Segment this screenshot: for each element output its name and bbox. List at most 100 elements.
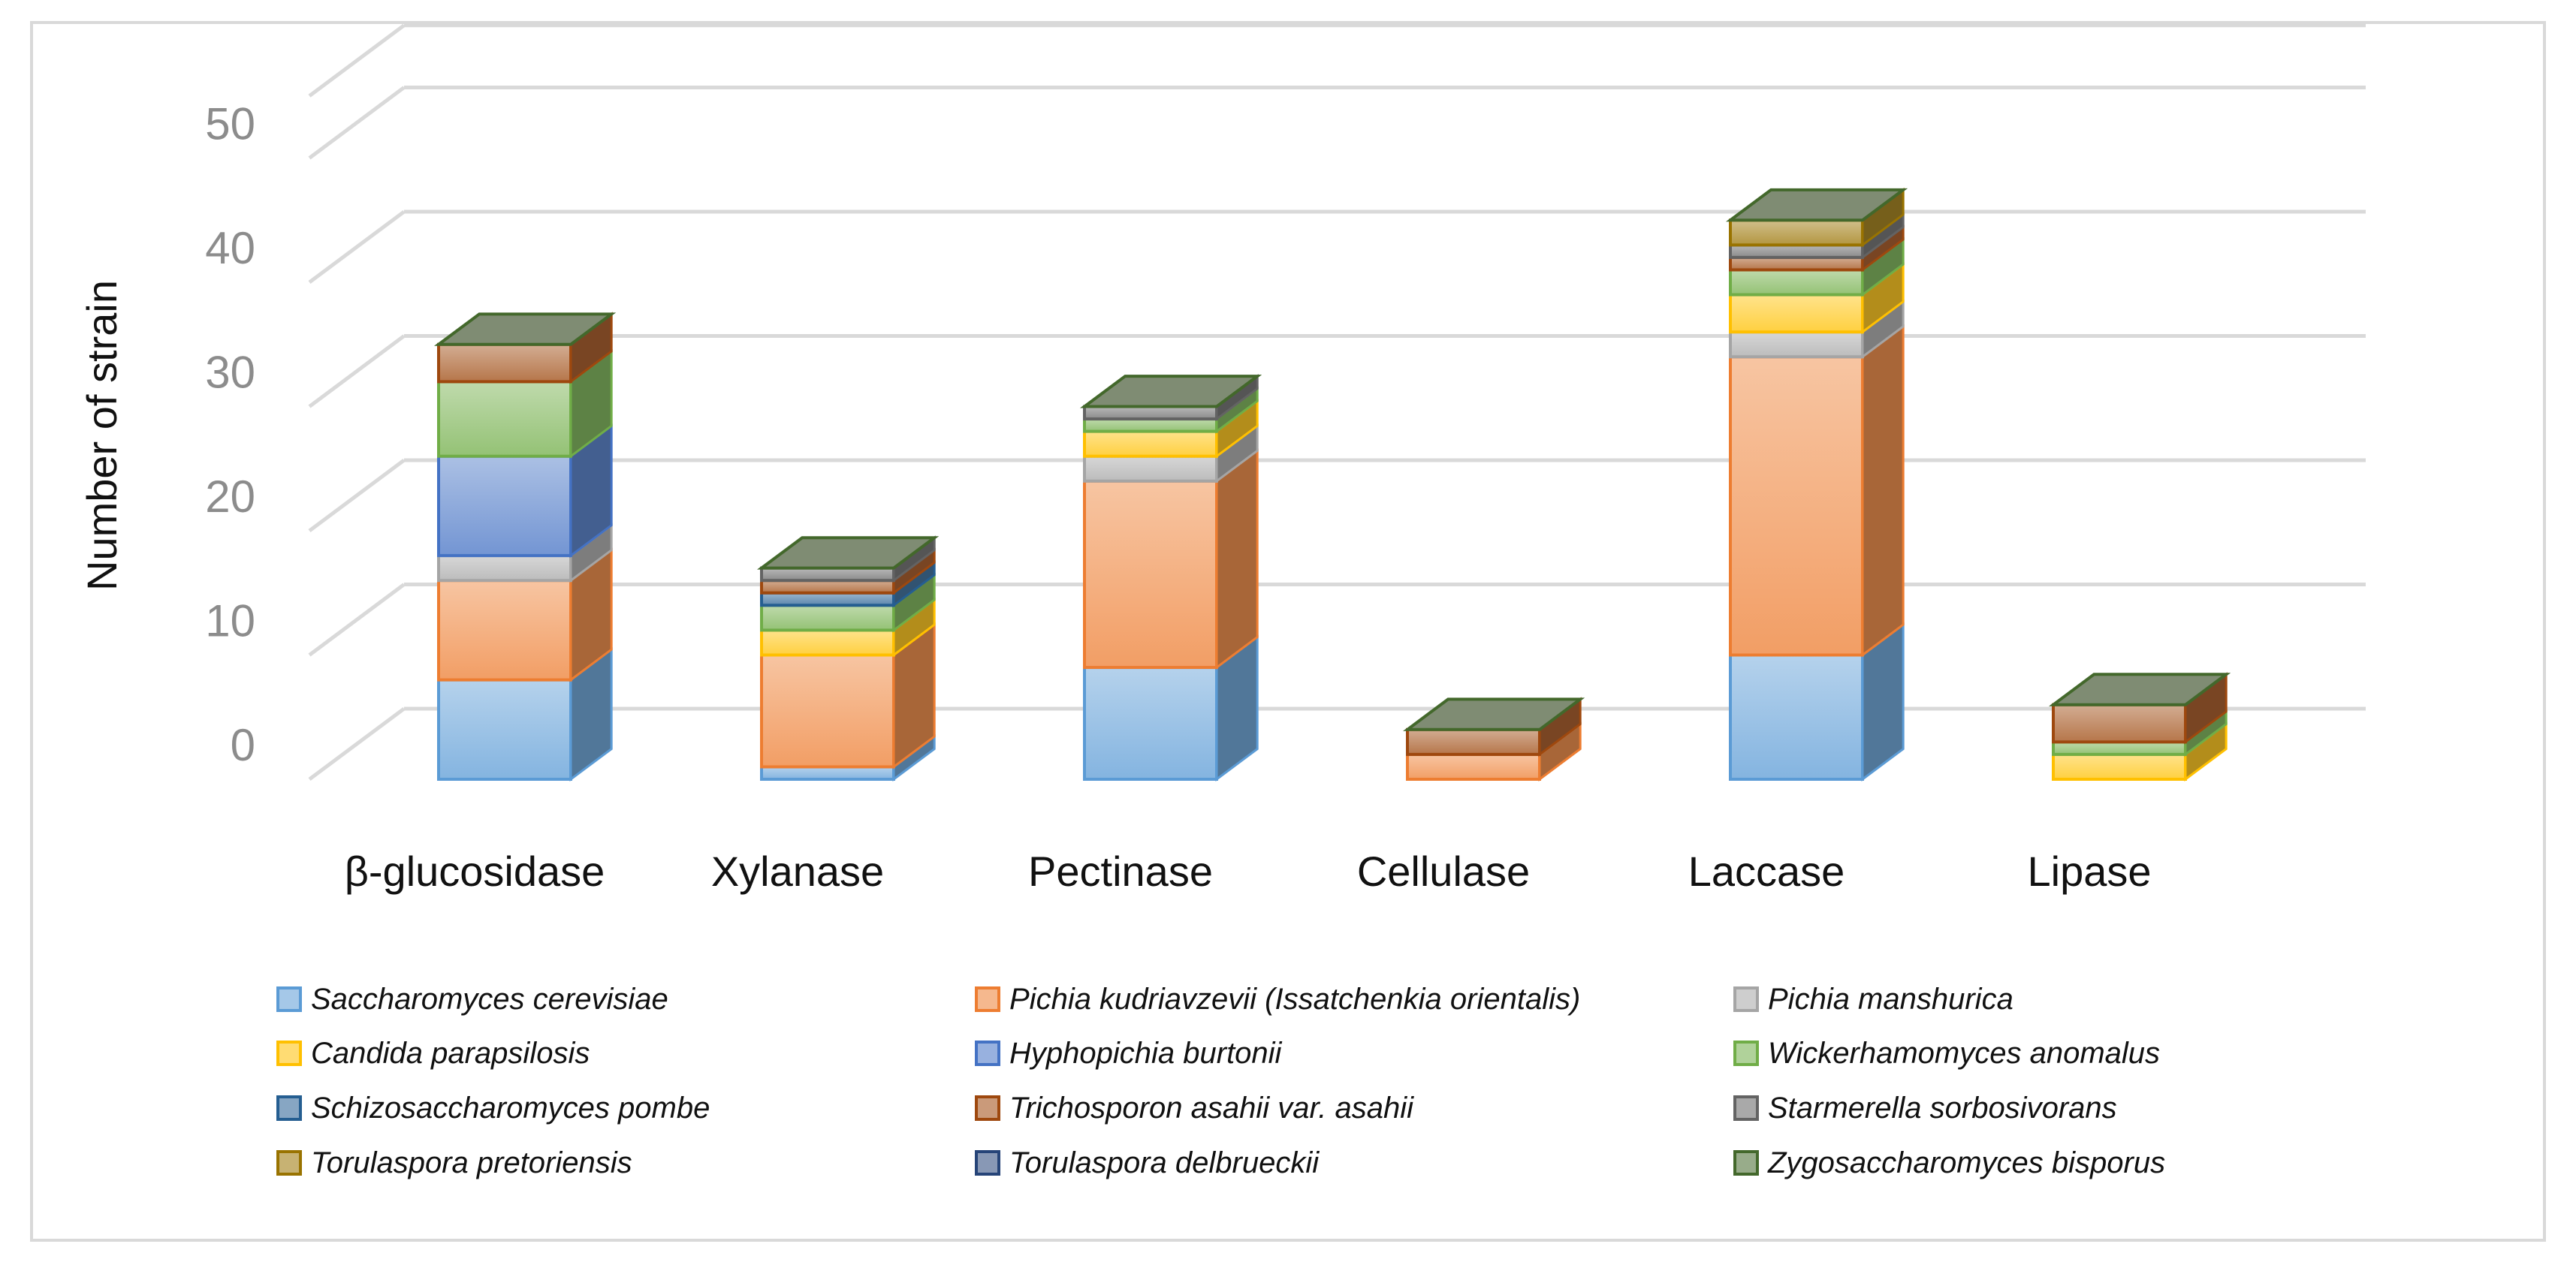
bar-segment-laccase-starmerella-sorbosivorans xyxy=(1729,243,1864,259)
bar-segment-pectinase-candida-parapsilosis xyxy=(1083,429,1218,458)
bar-segment-xylanase-schizosaccharomyces-pombe xyxy=(760,591,895,607)
y-tick-label: 40 xyxy=(205,223,255,273)
legend-swatch xyxy=(975,1095,1000,1121)
legend-item-hyphopichia-burtonii: Hyphopichia burtonii xyxy=(975,1037,1283,1070)
bar-top-pectinase xyxy=(1079,375,1262,408)
legend-swatch xyxy=(975,986,1000,1012)
bar-top-cellulase xyxy=(1402,697,1585,731)
legend-swatch xyxy=(975,1041,1000,1066)
bar-segment-glucosidase-hyphopichia-burtonii xyxy=(437,454,572,558)
legend-swatch xyxy=(1733,986,1759,1012)
bar-segment-xylanase-starmerella-sorbosivorans xyxy=(760,566,895,583)
legend-label: Torulaspora pretoriensis xyxy=(311,1146,632,1179)
bar-segment-pectinase-saccharomyces-cerevisiae xyxy=(1083,666,1218,781)
gridlines xyxy=(308,23,2366,782)
bar-segment-lipase-trichosporon-asahii-var-asahii xyxy=(2052,703,2187,744)
legend-swatch xyxy=(276,1150,302,1176)
bar-segment-pectinase-wickerhamomyces-anomalus xyxy=(1083,417,1218,433)
legend-swatch xyxy=(276,1041,302,1066)
gridline-depth xyxy=(308,86,406,160)
bar-segment-xylanase-wickerhamomyces-anomalus xyxy=(760,604,895,632)
legend-swatch xyxy=(276,986,302,1012)
bar-stack-pectinase xyxy=(1079,374,1262,782)
gridline-depth xyxy=(308,458,406,533)
bar-stack-lipase xyxy=(2048,672,2231,782)
legend-item-pichia-kudriavzevii-issatchenkia-orientalis: Pichia kudriavzevii (Issatchenkia orient… xyxy=(975,983,1580,1016)
bar-top-laccase xyxy=(1725,188,1908,222)
legend-swatch xyxy=(1733,1150,1759,1176)
bar-segment-glucosidase-wickerhamomyces-anomalus xyxy=(437,380,572,458)
bar-segment-laccase-wickerhamomyces-anomalus xyxy=(1729,268,1864,297)
bar-segment-laccase-trichosporon-asahii-var-asahii xyxy=(1729,255,1864,272)
legend-item-schizosaccharomyces-pombe: Schizosaccharomyces pombe xyxy=(276,1092,710,1125)
legend-label: Schizosaccharomyces pombe xyxy=(311,1092,710,1125)
bar-segment-xylanase-trichosporon-asahii-var-asahii xyxy=(760,579,895,595)
gridline-depth xyxy=(308,23,406,98)
bar-segment-lipase-wickerhamomyces-anomalus xyxy=(2052,740,2187,756)
bar-stack-glucosidase xyxy=(433,312,617,782)
x-category-label: Cellulase xyxy=(1357,848,1530,895)
bar-segment-xylanase-candida-parapsilosis xyxy=(760,628,895,657)
x-category-label: Xylanase xyxy=(711,848,884,895)
legend-label: Saccharomyces cerevisiae xyxy=(311,983,668,1016)
bar-top-xylanase xyxy=(756,536,940,570)
bar-segment-pectinase-pichia-manshurica xyxy=(1083,454,1218,483)
y-tick-label: 50 xyxy=(205,99,255,149)
bar-segment-laccase-pichia-manshurica xyxy=(1729,330,1864,359)
bar-side-laccase-pichia-kudriavzevii-issatchenkia-orientalis xyxy=(1861,324,1905,658)
bar-segment-cellulase-trichosporon-asahii-var-asahii xyxy=(1406,727,1541,756)
legend-label: Hyphopichia burtonii xyxy=(1009,1037,1283,1070)
bar-top-glucosidase xyxy=(433,312,617,346)
legend-swatch xyxy=(1733,1095,1759,1121)
legend-label: Pichia manshurica xyxy=(1768,983,2013,1016)
legend-item-saccharomyces-cerevisiae: Saccharomyces cerevisiae xyxy=(276,983,668,1016)
x-category-label: Lipase xyxy=(2027,848,2151,895)
bar-segment-glucosidase-pichia-manshurica xyxy=(437,554,572,583)
legend-label: Zygosaccharomyces bisporus xyxy=(1767,1146,2165,1179)
bar-segment-cellulase-pichia-kudriavzevii-issatchenkia-orientalis xyxy=(1406,752,1541,782)
bars xyxy=(433,187,2231,782)
bar-segment-glucosidase-trichosporon-asahii-var-asahii xyxy=(437,342,572,384)
x-category-label: Laccase xyxy=(1688,848,1845,895)
legend-item-starmerella-sorbosivorans: Starmerella sorbosivorans xyxy=(1733,1092,2117,1125)
legend-label: Pichia kudriavzevii (Issatchenkia orient… xyxy=(1009,983,1580,1016)
gridline-depth xyxy=(308,706,406,782)
legend-swatch xyxy=(975,1150,1000,1176)
legend: Saccharomyces cerevisiae Pichia kudriavze… xyxy=(276,983,2165,1179)
legend-label: Trichosporon asahii var. asahii xyxy=(1009,1092,1414,1125)
legend-label: Candida parapsilosis xyxy=(311,1037,590,1070)
gridline-depth xyxy=(308,334,406,408)
bar-segment-laccase-saccharomyces-cerevisiae xyxy=(1729,653,1864,781)
bar-top-lipase xyxy=(2048,673,2231,706)
x-category-label: β-glucosidase xyxy=(345,848,605,895)
legend-item-trichosporon-asahii-var-asahii: Trichosporon asahii var. asahii xyxy=(975,1092,1414,1125)
legend-item-wickerhamomyces-anomalus: Wickerhamomyces anomalus xyxy=(1733,1037,2160,1070)
gridline-depth xyxy=(308,583,406,657)
legend-item-torulaspora-delbrueckii: Torulaspora delbrueckii xyxy=(975,1146,1320,1179)
bar-stack-laccase xyxy=(1725,187,1908,782)
y-tick-label: 30 xyxy=(205,348,255,398)
legend-label: Starmerella sorbosivorans xyxy=(1768,1092,2117,1125)
bar-segment-laccase-pichia-kudriavzevii-issatchenkia-orientalis xyxy=(1729,355,1864,657)
y-tick-label: 20 xyxy=(205,471,255,522)
y-tick-label: 0 xyxy=(231,720,255,770)
legend-label: Wickerhamomyces anomalus xyxy=(1768,1037,2160,1070)
legend-label: Torulaspora delbrueckii xyxy=(1009,1146,1320,1179)
y-axis-ticks: 0 10 20 30 40 50 xyxy=(205,99,255,771)
bar-segment-laccase-torulaspora-pretoriensis xyxy=(1729,218,1864,247)
bar-segment-lipase-candida-parapsilosis xyxy=(2052,752,2187,782)
category-labels: β-glucosidase Xylanase Pectinase Cellulase L… xyxy=(345,848,2152,895)
bar-stack-xylanase xyxy=(756,535,940,782)
legend-item-pichia-manshurica: Pichia manshurica xyxy=(1733,983,2013,1016)
legend-swatch xyxy=(1733,1041,1759,1066)
bar-segment-laccase-candida-parapsilosis xyxy=(1729,293,1864,334)
bar-stack-cellulase xyxy=(1402,697,1585,782)
bar-segment-pectinase-starmerella-sorbosivorans xyxy=(1083,405,1218,421)
legend-item-candida-parapsilosis: Candida parapsilosis xyxy=(276,1037,590,1070)
legend-swatch xyxy=(276,1095,302,1121)
x-category-label: Pectinase xyxy=(1028,848,1213,895)
bar-segment-pectinase-pichia-kudriavzevii-issatchenkia-orientalis xyxy=(1083,479,1218,670)
y-tick-label: 10 xyxy=(205,596,255,646)
